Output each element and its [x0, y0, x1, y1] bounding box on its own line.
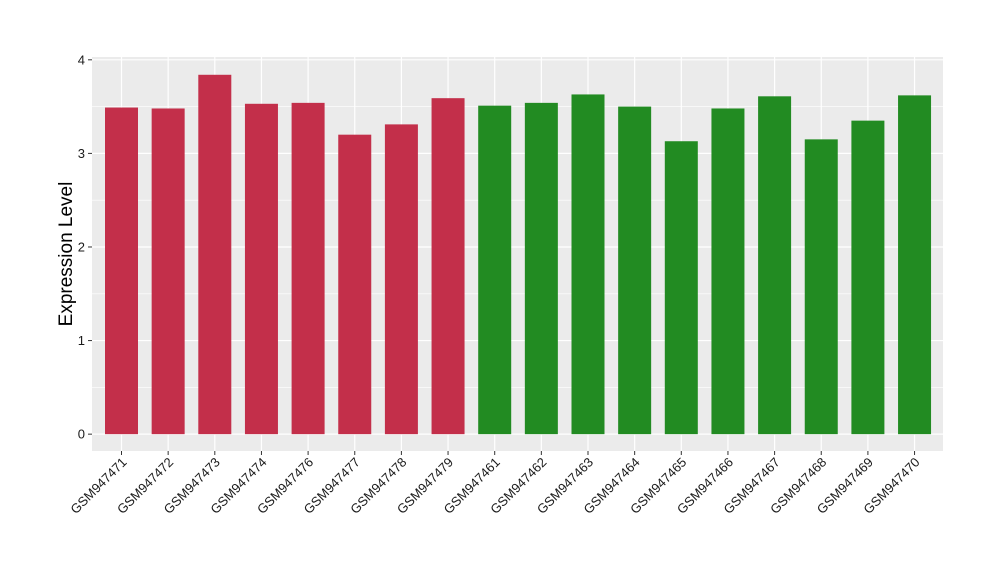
bar [478, 105, 512, 435]
y-tick-label: 4 [78, 52, 85, 67]
bar [711, 108, 745, 435]
bar [291, 102, 325, 435]
bar-layer [105, 74, 932, 435]
y-axis: 0 1 2 3 4 [78, 52, 92, 442]
bar [384, 124, 418, 435]
bar [338, 134, 372, 435]
bar [244, 103, 278, 435]
x-axis: GSM947471GSM947472GSM947473GSM947474GSM9… [67, 451, 923, 517]
bar [804, 139, 838, 435]
y-axis-title: Expression Level [56, 182, 77, 327]
bar [898, 95, 932, 435]
bar [618, 106, 652, 435]
y-tick-label: 0 [78, 427, 85, 442]
bar [758, 96, 792, 435]
y-tick-label: 2 [78, 239, 85, 254]
bar [151, 108, 185, 435]
y-tick-label: 1 [78, 333, 85, 348]
plot-panel [92, 57, 943, 451]
bar [105, 107, 138, 435]
bar [198, 74, 232, 435]
bar [664, 141, 698, 435]
bar [431, 98, 465, 435]
bar [571, 94, 605, 435]
bar [524, 102, 558, 435]
bar [851, 120, 885, 435]
y-tick-label: 3 [78, 146, 85, 161]
